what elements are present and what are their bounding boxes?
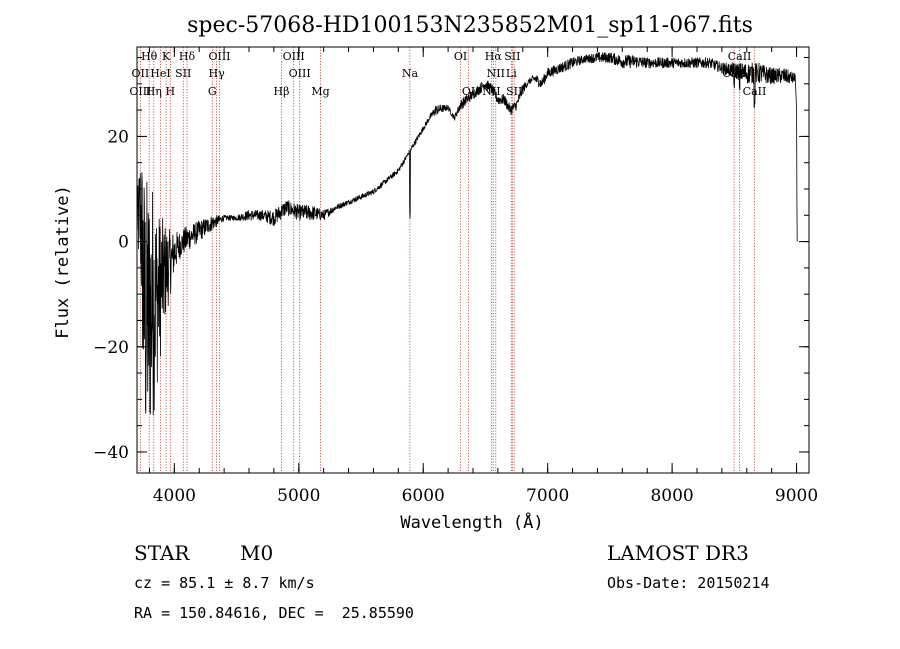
line-label: OI xyxy=(454,50,467,63)
observation-date: Obs-Date: 20150214 xyxy=(607,574,770,592)
y-tick-label: −20 xyxy=(93,338,129,358)
y-axis-label: Flux (relative) xyxy=(53,185,73,339)
redshift-velocity: cz = 85.1 ± 8.7 km/s xyxy=(134,574,315,592)
line-label: SII xyxy=(175,67,191,80)
coordinates: RA = 150.84616, DEC = 25.85590 xyxy=(134,604,414,622)
line-label: Na xyxy=(402,67,419,80)
line-label: Hβ xyxy=(274,85,290,98)
line-label: OII xyxy=(132,67,150,80)
axis-ticks: 4000 5000 6000 7000 8000 9000 −40 −20 0 20 xyxy=(93,47,818,506)
plot-frame xyxy=(136,46,810,474)
line-label: SII xyxy=(504,50,520,63)
x-axis-label: Wavelength (Å) xyxy=(400,511,543,533)
line-label: Hη xyxy=(146,85,162,98)
line-label: G xyxy=(208,85,217,98)
y-tick-label: 0 xyxy=(118,233,129,253)
y-tick-label: −40 xyxy=(93,443,129,463)
line-label: NII xyxy=(487,67,505,80)
chart-title: spec-57068-HD100153N235852M01_sp11-067.f… xyxy=(187,13,753,38)
line-label: OIII xyxy=(129,85,151,98)
line-label: Mg xyxy=(311,85,329,98)
x-tick-label: 8000 xyxy=(650,486,693,506)
line-label: OIII xyxy=(289,67,311,80)
line-label: Hθ xyxy=(141,50,158,63)
flux-series-line xyxy=(136,52,798,416)
x-tick-label: 5000 xyxy=(277,486,320,506)
spectral-subclass: M0 xyxy=(240,541,273,565)
line-label: CaII xyxy=(728,50,752,63)
line-label: OIII xyxy=(283,50,305,63)
line-label: Hα xyxy=(485,50,503,63)
x-tick-label: 9000 xyxy=(775,486,818,506)
line-label: Hγ xyxy=(209,67,226,80)
line-label: OIII xyxy=(208,50,230,63)
object-type: STAR xyxy=(134,541,190,565)
line-label: CaII xyxy=(743,85,767,98)
line-label: HeI xyxy=(150,67,170,80)
line-label: Li xyxy=(506,67,517,80)
survey-label: LAMOST DR3 xyxy=(607,541,749,565)
line-label: H xyxy=(166,85,176,98)
x-tick-label: 6000 xyxy=(402,486,445,506)
line-label: Hδ xyxy=(179,50,196,63)
line-label: K xyxy=(162,50,171,63)
spectral-line-markers xyxy=(139,47,755,473)
spectrum-series xyxy=(136,52,798,416)
y-tick-label: 20 xyxy=(107,127,129,147)
line-label: SII xyxy=(506,85,522,98)
x-tick-label: 7000 xyxy=(526,486,569,506)
x-tick-label: 4000 xyxy=(153,486,196,506)
